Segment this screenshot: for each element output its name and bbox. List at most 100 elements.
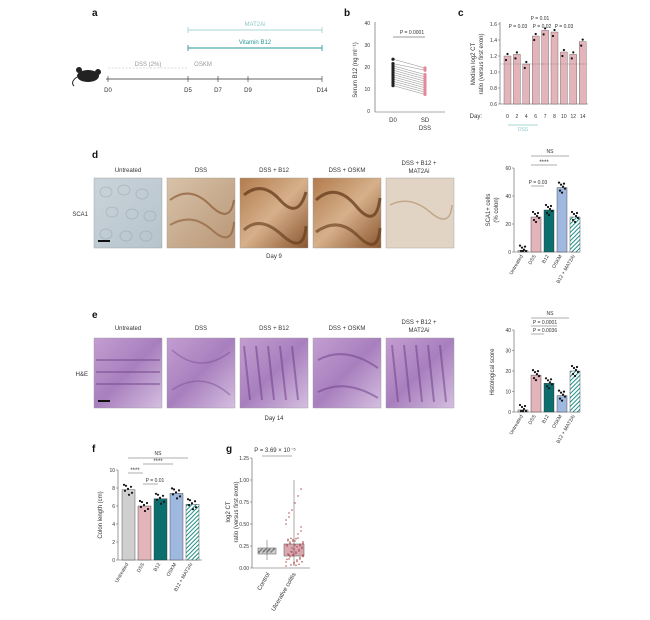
- data-point: [570, 364, 574, 368]
- data-point: [126, 487, 130, 490]
- paired-line: [392, 58, 426, 69]
- panel-c-p2: P = 0.03: [509, 24, 528, 30]
- panel-e-label: e: [92, 310, 98, 321]
- panel-c-bars: [503, 27, 587, 105]
- data-point: [162, 500, 166, 503]
- data-point: [194, 506, 198, 509]
- data-point: [423, 75, 427, 79]
- day-label-14: D14: [316, 88, 328, 94]
- paired-line: [392, 67, 426, 78]
- data-point: [572, 366, 576, 370]
- data-point: [544, 27, 547, 30]
- panel-b-paired-lines: [391, 57, 427, 96]
- y-tick-label: 0: [508, 410, 511, 416]
- paired-line: [392, 63, 426, 71]
- panel-d-pvalue: P = 0.03: [529, 180, 548, 186]
- data-point: [561, 54, 564, 58]
- data-point: [170, 487, 174, 490]
- data-point: [285, 523, 287, 525]
- data-point: [423, 66, 427, 70]
- data-point: [571, 372, 575, 376]
- data-point: [391, 62, 395, 66]
- bar-b12: [543, 209, 555, 253]
- data-point: [156, 493, 160, 496]
- data-point: [177, 489, 181, 492]
- data-point: [575, 211, 579, 215]
- panel-e-ylabel: Histological score: [490, 348, 496, 396]
- data-point: [292, 538, 294, 541]
- panel-b-pvalue: P = 0.0001: [400, 30, 424, 36]
- y-tick-label: 0.75: [239, 500, 249, 506]
- y-tick-label: 0.50: [239, 522, 249, 528]
- panel-g-points: [258, 488, 304, 567]
- data-point: [560, 191, 564, 194]
- panel-c-p4: P = 0.03: [555, 24, 574, 30]
- data-point: [286, 558, 288, 561]
- data-point: [532, 377, 536, 380]
- data-point: [562, 390, 566, 393]
- data-point: [298, 550, 300, 552]
- data-point: [523, 66, 526, 70]
- data-point: [292, 554, 294, 557]
- data-point: [288, 512, 290, 514]
- panel-f: f 0 2 4 6 8 10 Colon length (cm) NS **** ****…: [92, 444, 202, 593]
- data-point: [558, 189, 562, 192]
- data-point: [298, 563, 300, 566]
- micrograph-he-dss-oskm: [312, 337, 382, 409]
- data-point: [266, 551, 268, 553]
- paired-line: [392, 74, 426, 84]
- data-point: [145, 501, 149, 505]
- panel-c-ylabel-1: Median log2 CT: [471, 42, 477, 85]
- panel-f-label: f: [92, 444, 96, 455]
- data-point: [524, 249, 528, 253]
- panel-b-ytick: 30: [364, 43, 370, 49]
- data-point: [127, 493, 131, 496]
- paired-line: [392, 76, 426, 86]
- y-tick-label: 0.25: [239, 544, 249, 550]
- data-point: [138, 499, 142, 503]
- micrograph-he-dss: [166, 337, 236, 409]
- data-point: [391, 84, 395, 88]
- data-point: [293, 563, 295, 565]
- x-tick-label: 0: [506, 114, 509, 120]
- panel-b-label: b: [344, 8, 350, 19]
- panel-d-label: d: [92, 150, 98, 161]
- bar-day-7: [541, 30, 549, 105]
- x-category-label: DSS: [527, 253, 538, 265]
- y-tick-label: 1.6: [490, 22, 497, 28]
- x-category-label: DSS: [136, 561, 147, 573]
- panel-g-xcat-uc: Ulcerative colitis: [271, 572, 298, 613]
- data-point: [572, 51, 575, 54]
- day-label-5: D5: [184, 88, 192, 94]
- panel-d-ns: NS: [547, 149, 555, 155]
- data-point: [576, 216, 580, 220]
- micrograph-sca1-dss-oskm: [312, 177, 382, 249]
- data-point: [300, 530, 302, 532]
- data-point: [391, 81, 395, 85]
- data-point: [296, 559, 298, 561]
- paired-line: [392, 78, 426, 89]
- data-point: [537, 375, 541, 378]
- data-point: [544, 203, 548, 207]
- data-point: [295, 551, 297, 553]
- data-point: [550, 383, 554, 386]
- data-point: [298, 548, 300, 551]
- panel-e: e Untreated DSS DSS + B12 DSS + OSKM DSS…: [76, 310, 455, 422]
- panel-a: a MAT2Ai Vitamin B12 DSS (2%) OSKM D0 D5…: [72, 8, 328, 94]
- scale-bar: [98, 240, 110, 242]
- data-point: [519, 249, 523, 253]
- panel-b-ytick: 20: [364, 65, 370, 71]
- data-point: [391, 70, 395, 74]
- data-point: [299, 558, 301, 560]
- data-point: [423, 79, 427, 83]
- panel-f-stars-2: ****: [153, 459, 163, 465]
- panel-e-row-label: H&E: [76, 372, 88, 378]
- y-tick-label: 0: [112, 558, 115, 564]
- data-point: [285, 565, 287, 567]
- data-point: [542, 33, 545, 36]
- data-point: [286, 543, 288, 546]
- micrograph-sca1-untreated-texture: [99, 184, 157, 242]
- y-tick-label: 30: [505, 349, 511, 355]
- panel-e-title-dss: DSS: [195, 326, 207, 332]
- data-point: [423, 86, 427, 90]
